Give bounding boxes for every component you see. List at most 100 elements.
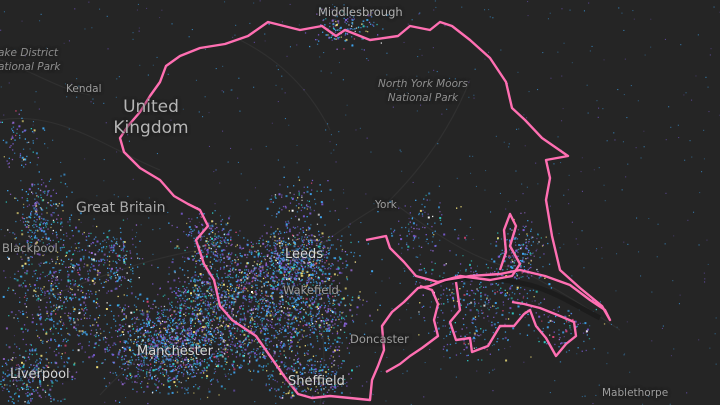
density-point bbox=[231, 262, 233, 265]
density-point bbox=[137, 329, 140, 332]
density-point bbox=[166, 357, 168, 360]
density-point bbox=[10, 358, 12, 360]
density-point bbox=[231, 317, 233, 319]
density-point bbox=[35, 361, 37, 363]
density-point bbox=[452, 298, 454, 300]
density-point bbox=[29, 381, 31, 384]
density-point bbox=[204, 337, 207, 340]
density-point bbox=[72, 253, 74, 256]
density-point bbox=[305, 297, 308, 300]
density-point bbox=[308, 322, 311, 325]
density-point bbox=[318, 381, 321, 384]
density-point bbox=[193, 347, 195, 349]
density-point bbox=[190, 333, 192, 336]
density-point bbox=[533, 296, 535, 298]
density-point bbox=[502, 310, 504, 312]
density-point bbox=[279, 317, 281, 319]
density-point bbox=[38, 337, 40, 339]
density-point bbox=[324, 254, 326, 256]
density-point bbox=[309, 343, 312, 346]
density-point bbox=[324, 285, 327, 287]
density-point bbox=[357, 296, 360, 299]
density-point bbox=[65, 251, 68, 254]
density-point bbox=[266, 248, 268, 251]
density-point bbox=[221, 334, 223, 336]
density-point bbox=[194, 242, 196, 245]
density-point bbox=[27, 356, 30, 358]
density-point bbox=[157, 346, 159, 348]
density-point bbox=[164, 328, 167, 330]
density-point bbox=[135, 296, 137, 298]
density-point bbox=[217, 253, 219, 255]
density-point bbox=[189, 279, 192, 282]
density-point bbox=[474, 293, 477, 295]
density-point bbox=[36, 368, 38, 371]
density-point bbox=[198, 386, 201, 388]
density-point bbox=[327, 236, 330, 238]
density-point bbox=[258, 364, 261, 367]
density-point bbox=[207, 319, 209, 321]
density-point bbox=[163, 315, 165, 317]
density-point bbox=[343, 324, 345, 326]
density-point bbox=[437, 307, 439, 309]
density-point bbox=[45, 236, 47, 238]
density-point bbox=[28, 373, 30, 376]
density-point bbox=[143, 352, 145, 355]
density-point bbox=[277, 283, 279, 286]
density-point bbox=[325, 349, 328, 352]
density-point bbox=[349, 303, 351, 305]
density-point bbox=[189, 329, 192, 331]
density-point bbox=[191, 336, 193, 339]
density-point bbox=[256, 275, 258, 277]
density-point bbox=[270, 294, 273, 297]
density-point bbox=[13, 278, 16, 280]
density-point bbox=[325, 280, 327, 282]
density-point bbox=[199, 259, 201, 262]
density-point bbox=[195, 331, 197, 333]
density-point bbox=[25, 343, 27, 346]
density-point bbox=[65, 266, 67, 268]
density-point bbox=[152, 391, 154, 393]
density-point bbox=[146, 316, 149, 319]
density-point bbox=[177, 351, 179, 353]
density-point bbox=[421, 306, 423, 308]
density-point bbox=[220, 347, 222, 349]
density-point bbox=[327, 368, 330, 371]
density-point bbox=[497, 274, 499, 277]
density-point bbox=[476, 288, 478, 290]
density-point bbox=[63, 324, 65, 326]
density-point bbox=[239, 230, 241, 232]
density-point bbox=[320, 334, 322, 336]
density-point bbox=[285, 221, 287, 223]
density-point bbox=[253, 268, 255, 270]
density-point bbox=[329, 268, 332, 270]
density-point bbox=[272, 286, 275, 289]
density-point bbox=[300, 261, 303, 263]
density-point bbox=[299, 256, 302, 258]
density-point bbox=[47, 339, 49, 342]
density-point bbox=[313, 290, 315, 293]
density-point bbox=[349, 309, 352, 312]
density-point bbox=[60, 293, 62, 295]
density-point bbox=[108, 344, 110, 346]
density-point bbox=[282, 251, 284, 254]
density-point bbox=[136, 325, 138, 328]
density-point bbox=[273, 280, 276, 283]
density-point bbox=[248, 333, 250, 335]
density-point bbox=[152, 303, 154, 305]
density-point bbox=[156, 311, 159, 313]
density-point bbox=[60, 290, 63, 292]
density-point bbox=[35, 192, 37, 194]
density-point bbox=[278, 255, 281, 258]
density-point bbox=[484, 301, 486, 303]
density-point bbox=[213, 372, 215, 374]
density-point bbox=[175, 247, 177, 249]
density-point bbox=[124, 363, 126, 365]
density-point bbox=[7, 369, 9, 371]
density-point bbox=[231, 364, 234, 367]
density-point bbox=[258, 289, 261, 291]
density-point bbox=[322, 271, 324, 273]
density-point bbox=[53, 376, 55, 378]
